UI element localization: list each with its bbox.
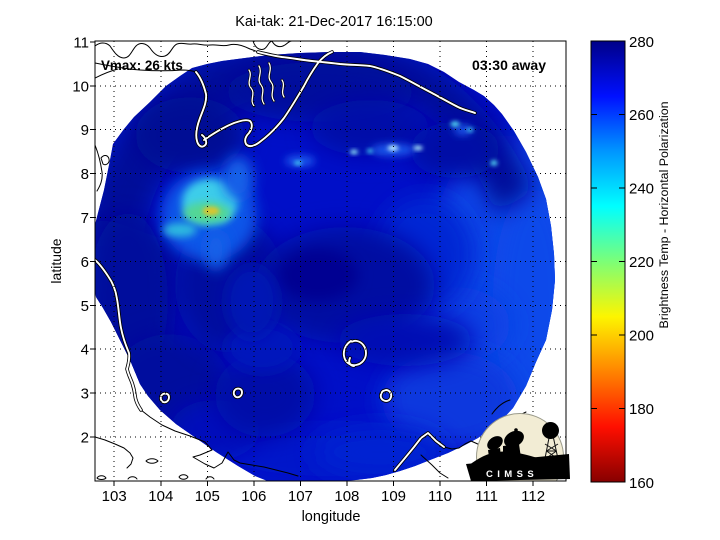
- svg-text:7: 7: [81, 210, 89, 227]
- svg-text:03:30 away: 03:30 away: [472, 57, 546, 73]
- svg-text:6: 6: [81, 254, 89, 271]
- svg-text:160: 160: [629, 475, 654, 492]
- svg-text:108: 108: [334, 488, 359, 505]
- svg-text:Kai-tak: 21-Dec-2017 16:15:00: Kai-tak: 21-Dec-2017 16:15:00: [235, 14, 433, 30]
- svg-text:280: 280: [629, 34, 654, 51]
- svg-text:260: 260: [629, 107, 654, 124]
- svg-text:220: 220: [629, 254, 654, 271]
- svg-text:longitude: longitude: [302, 509, 361, 525]
- svg-text:2: 2: [81, 430, 89, 447]
- svg-text:11: 11: [73, 34, 89, 51]
- svg-text:9: 9: [81, 122, 89, 139]
- svg-text:104: 104: [148, 488, 173, 505]
- svg-text:CIMSS: CIMSS: [486, 469, 538, 480]
- svg-text:112: 112: [521, 488, 545, 505]
- svg-text:107: 107: [288, 488, 313, 505]
- svg-text:Brightness Temp - Horizontal P: Brightness Temp - Horizontal Polarizatio…: [657, 101, 671, 328]
- svg-text:10: 10: [72, 78, 89, 95]
- svg-text:Vmax: 26 kts: Vmax: 26 kts: [101, 58, 183, 73]
- svg-text:240: 240: [629, 181, 654, 198]
- svg-text:106: 106: [241, 488, 266, 505]
- svg-text:110: 110: [428, 488, 452, 505]
- svg-text:4: 4: [81, 342, 89, 359]
- svg-text:111: 111: [475, 488, 498, 505]
- svg-text:latitude: latitude: [48, 238, 64, 283]
- svg-text:180: 180: [629, 401, 654, 418]
- svg-text:103: 103: [102, 488, 127, 505]
- svg-text:5: 5: [81, 298, 89, 315]
- svg-text:105: 105: [195, 488, 220, 505]
- svg-text:8: 8: [81, 166, 89, 183]
- svg-text:200: 200: [629, 328, 654, 345]
- svg-text:109: 109: [381, 488, 406, 505]
- svg-text:3: 3: [81, 386, 89, 403]
